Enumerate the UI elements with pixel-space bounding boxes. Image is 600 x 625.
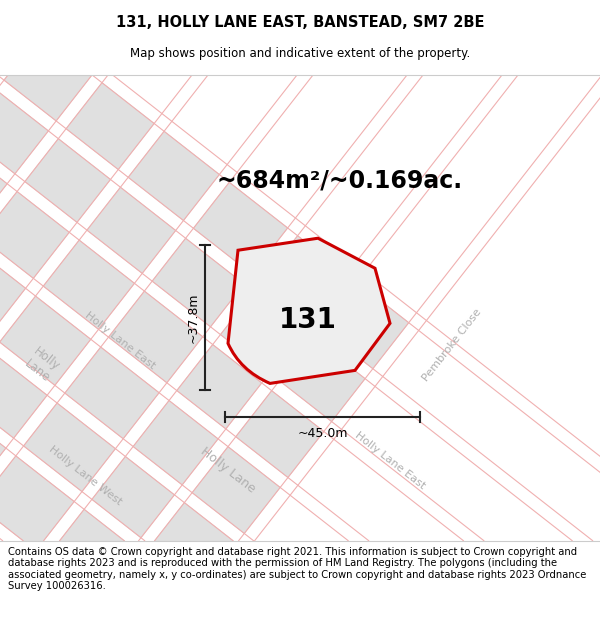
Polygon shape (193, 182, 287, 274)
Polygon shape (87, 188, 176, 273)
Text: Holly Lane: Holly Lane (198, 445, 258, 496)
Text: Holly Lane West: Holly Lane West (47, 444, 124, 507)
Text: 131, HOLLY LANE EAST, BANSTEAD, SM7 2BE: 131, HOLLY LANE EAST, BANSTEAD, SM7 2BE (116, 15, 484, 30)
Polygon shape (109, 291, 203, 382)
Polygon shape (280, 338, 365, 421)
Polygon shape (43, 240, 134, 329)
Polygon shape (0, 296, 91, 385)
PathPatch shape (228, 238, 390, 383)
Polygon shape (0, 143, 7, 230)
Polygon shape (0, 456, 74, 551)
Polygon shape (152, 238, 244, 327)
Polygon shape (128, 131, 220, 221)
Polygon shape (133, 401, 218, 485)
Polygon shape (320, 282, 409, 369)
Polygon shape (0, 352, 47, 438)
Polygon shape (192, 447, 280, 534)
Polygon shape (65, 347, 159, 439)
Polygon shape (220, 292, 303, 373)
Text: Contains OS data © Crown copyright and database right 2021. This information is : Contains OS data © Crown copyright and d… (8, 546, 586, 591)
Polygon shape (0, 191, 69, 278)
Polygon shape (0, 248, 26, 334)
Text: Holly Lane East: Holly Lane East (83, 310, 157, 371)
Text: Pembroke Close: Pembroke Close (421, 308, 484, 384)
Polygon shape (66, 82, 154, 169)
Polygon shape (0, 405, 6, 498)
Polygon shape (23, 403, 115, 492)
Text: Holly Lane East: Holly Lane East (353, 430, 427, 491)
Text: ~45.0m: ~45.0m (297, 427, 348, 440)
Text: ~684m²/~0.169ac.: ~684m²/~0.169ac. (217, 168, 463, 192)
Polygon shape (177, 344, 262, 429)
Polygon shape (0, 90, 49, 174)
Text: Map shows position and indicative extent of the property.: Map shows position and indicative extent… (130, 48, 470, 61)
Polygon shape (46, 509, 133, 597)
Text: ~37.8m: ~37.8m (187, 292, 199, 343)
Polygon shape (236, 391, 324, 478)
Text: 131: 131 (279, 306, 337, 334)
Polygon shape (151, 503, 236, 586)
Text: Holly
Lane: Holly Lane (22, 345, 62, 386)
Polygon shape (25, 139, 110, 222)
Polygon shape (4, 34, 92, 121)
Polygon shape (262, 236, 347, 320)
Polygon shape (92, 456, 175, 538)
